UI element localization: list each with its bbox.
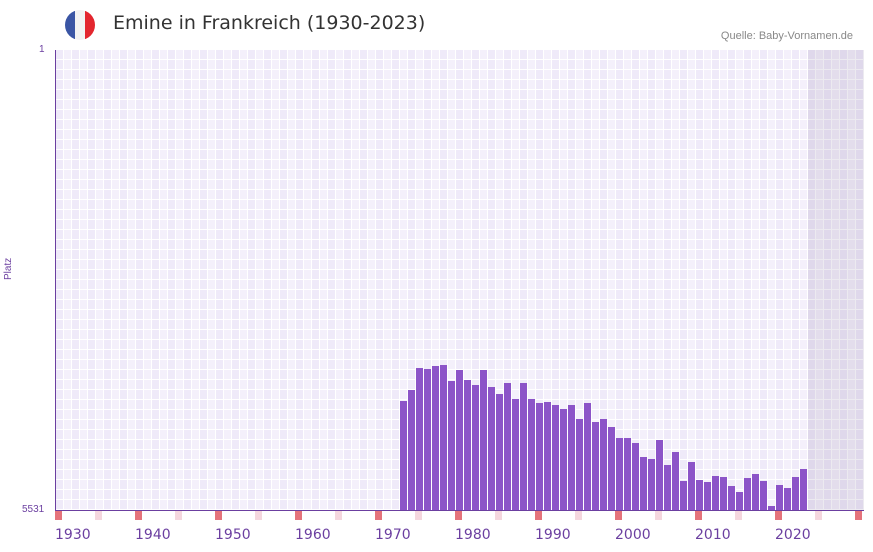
year-marker-2015 <box>735 511 742 520</box>
bar-2022[interactable] <box>792 477 799 510</box>
bar-1993[interactable] <box>560 409 567 510</box>
bar-1998[interactable] <box>600 419 607 510</box>
bar-2015[interactable] <box>736 492 743 510</box>
bar-2016[interactable] <box>744 478 751 510</box>
source-link[interactable]: Quelle: Baby-Vornamen.de <box>720 30 853 42</box>
bar-1985[interactable] <box>496 394 503 510</box>
plot-area <box>55 50 864 511</box>
x-tick-label: 1990 <box>535 527 571 543</box>
bar-1999[interactable] <box>608 426 615 510</box>
bar-1994[interactable] <box>568 405 575 510</box>
year-marker-1985 <box>495 511 502 520</box>
year-marker-1940 <box>135 511 142 520</box>
bar-2005[interactable] <box>656 439 663 510</box>
year-marker-1960 <box>295 511 302 520</box>
bar-1990[interactable] <box>536 403 543 510</box>
bar-1984[interactable] <box>488 386 495 510</box>
year-marker-1950 <box>215 511 222 520</box>
bar-1995[interactable] <box>576 419 583 510</box>
year-marker-1980 <box>455 511 462 520</box>
bar-2011[interactable] <box>704 482 711 510</box>
year-marker-2005 <box>655 511 662 520</box>
bar-2002[interactable] <box>632 442 639 510</box>
bar-1989[interactable] <box>528 399 535 510</box>
year-marker-1995 <box>575 511 582 520</box>
x-tick-label: 2000 <box>615 527 651 543</box>
bar-2006[interactable] <box>664 465 671 510</box>
y-tick-top: 1 <box>39 44 45 55</box>
y-tick-bottom: 5531 <box>22 504 45 515</box>
flag-red <box>85 10 95 40</box>
x-tick-label: 2020 <box>775 527 811 543</box>
bar-1976[interactable] <box>424 369 431 510</box>
bar-2018[interactable] <box>760 481 767 510</box>
bar-2012[interactable] <box>712 476 719 510</box>
bar-1986[interactable] <box>504 382 511 510</box>
flag-white <box>75 10 85 40</box>
bar-2014[interactable] <box>728 486 735 510</box>
x-tick-label: 2010 <box>695 527 731 543</box>
x-tick-label: 1980 <box>455 527 491 543</box>
bar-1988[interactable] <box>520 382 527 510</box>
year-marker-2010 <box>695 511 702 520</box>
bar-2023[interactable] <box>800 469 807 510</box>
bar-2010[interactable] <box>696 480 703 510</box>
bar-2003[interactable] <box>640 457 647 510</box>
bar-1987[interactable] <box>512 399 519 510</box>
future-region <box>808 50 864 510</box>
bar-1974[interactable] <box>408 389 415 510</box>
bar-2007[interactable] <box>672 452 679 510</box>
bar-1978[interactable] <box>440 365 447 510</box>
x-tick-label: 1930 <box>55 527 91 543</box>
bar-1992[interactable] <box>552 405 559 510</box>
bar-2008[interactable] <box>680 481 687 510</box>
bar-2021[interactable] <box>784 488 791 510</box>
year-marker-2030 <box>855 511 862 520</box>
bar-1997[interactable] <box>592 422 599 510</box>
france-flag-icon <box>65 10 95 40</box>
bar-1983[interactable] <box>480 370 487 510</box>
bar-2019[interactable] <box>768 506 775 510</box>
year-marker-1970 <box>375 511 382 520</box>
x-tick-label: 1960 <box>295 527 331 543</box>
bar-1996[interactable] <box>584 403 591 510</box>
year-marker-1990 <box>535 511 542 520</box>
x-tick-label: 1940 <box>135 527 171 543</box>
decade-markers <box>55 511 863 520</box>
flag-blue <box>65 10 75 40</box>
bar-2020[interactable] <box>776 485 783 510</box>
year-marker-1955 <box>255 511 262 520</box>
bar-2009[interactable] <box>688 462 695 510</box>
year-marker-1930 <box>55 511 62 520</box>
bar-1981[interactable] <box>464 380 471 510</box>
x-tick-label: 1950 <box>215 527 251 543</box>
bar-2017[interactable] <box>752 474 759 510</box>
year-marker-1965 <box>335 511 342 520</box>
bar-2000[interactable] <box>616 437 623 510</box>
bar-1991[interactable] <box>544 402 551 510</box>
bar-1975[interactable] <box>416 368 423 510</box>
bar-1973[interactable] <box>400 400 407 510</box>
year-marker-1945 <box>175 511 182 520</box>
bar-1977[interactable] <box>432 366 439 510</box>
y-axis-label: Platz <box>3 257 14 280</box>
x-tick-label: 1970 <box>375 527 411 543</box>
year-marker-2000 <box>615 511 622 520</box>
bar-1980[interactable] <box>456 370 463 510</box>
year-marker-2020 <box>775 511 782 520</box>
bar-2013[interactable] <box>720 477 727 510</box>
bar-1982[interactable] <box>472 384 479 510</box>
year-marker-1975 <box>415 511 422 520</box>
chart-title: Emine in Frankreich (1930-2023) <box>113 12 426 34</box>
bar-1979[interactable] <box>448 380 455 510</box>
year-marker-2025 <box>815 511 822 520</box>
bar-2001[interactable] <box>624 437 631 510</box>
bar-2004[interactable] <box>648 459 655 510</box>
year-marker-1935 <box>95 511 102 520</box>
